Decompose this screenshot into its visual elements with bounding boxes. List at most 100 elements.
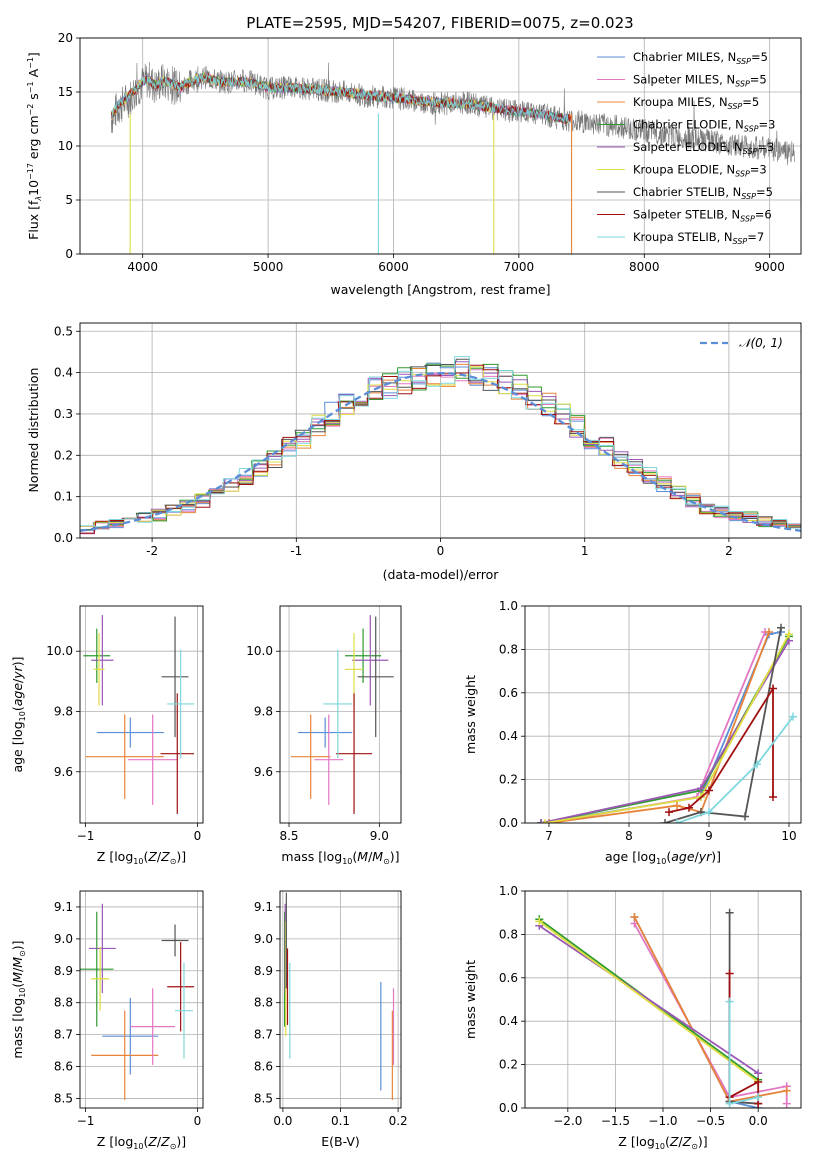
x-axis-label: Z [log10(Z/Z⊙)]: [618, 1134, 707, 1151]
weight-marker: [782, 1086, 791, 1095]
tick-label-y: 10: [58, 139, 73, 153]
legend-entry: Chabrier MILES, NSSP=5: [633, 50, 768, 66]
tick-label-y: 0.2: [499, 773, 518, 787]
y-axis-label: age [log10(age/yr)]: [10, 656, 27, 772]
errorbar-point: [345, 628, 382, 683]
tick-label-y: 9.1: [254, 900, 273, 914]
axes-frame: [524, 890, 802, 1109]
weight-marker: [697, 784, 705, 793]
errorbar-point: [167, 649, 195, 759]
tick-label-y: 8.7: [254, 1028, 273, 1042]
weight-line: [728, 973, 760, 1104]
axes-mass_vs_ebv: 0.0 0.1 0.2 8.5 8.6 8.7 8.8 8.9 9.0 9.1 E(B-V): [254, 890, 408, 1149]
tick-label-x: 0.2: [389, 1114, 408, 1128]
weight-line: [538, 924, 759, 1075]
tick-label-y: 0.3: [54, 407, 73, 421]
y-axis-label: mass weight: [463, 960, 478, 1039]
tick-label-x: −1: [77, 1114, 95, 1128]
tick-label-x: 0.0: [749, 1114, 768, 1128]
y-axis-label: Normed distribution: [26, 368, 41, 493]
gaussian-curve: [80, 371, 801, 532]
histogram-plot-area: [80, 356, 801, 535]
weight-marker: [541, 819, 549, 823]
tick-label-y: 0.4: [54, 366, 73, 380]
tick-label-y: 0.6: [499, 686, 518, 700]
tick-label-x: 8.5: [279, 829, 298, 843]
tick-label-y: 1.0: [499, 599, 518, 613]
tick-label-y: 10.0: [246, 644, 273, 658]
tick-label-x: −2.0: [553, 1114, 582, 1128]
weight-line: [676, 716, 794, 823]
weight-marker: [725, 969, 734, 978]
tick-label-y: 8.6: [254, 1060, 273, 1074]
axes-mass_vs_Z: −1 0 8.5 8.6 8.7 8.8 8.9 9.0 9.1 Z [log10(Z/Z⊙)] m…: [10, 890, 204, 1151]
tick-label-y: 0.2: [54, 448, 73, 462]
tick-label-x: −1.5: [601, 1114, 630, 1128]
errorbar-point: [357, 616, 394, 738]
weight-marker: [789, 712, 797, 721]
weight-marker: [725, 997, 734, 1006]
tick-label-y: 8.7: [54, 1028, 73, 1042]
tick-label-x: 7: [545, 829, 553, 843]
tick-label-y: 0.0: [54, 531, 73, 545]
tick-label-x: 1: [581, 544, 589, 558]
errorbar-point: [167, 942, 195, 1032]
legend-entry: Salpeter STELIB, NSSP=6: [633, 208, 772, 224]
errorbar-point: [91, 1010, 159, 1101]
legend-entry: Salpeter MILES, NSSP=5: [633, 73, 767, 89]
weight-line: [728, 912, 759, 1105]
tick-label-y: 5: [65, 193, 73, 207]
tick-label-y: 0.2: [499, 1058, 518, 1072]
errorbar-point: [335, 693, 373, 814]
errorbar-point: [88, 903, 116, 994]
tick-label-y: 8.8: [54, 996, 73, 1010]
tick-label-y: 8.9: [54, 964, 73, 978]
tick-label-y: 9.0: [54, 932, 73, 946]
axes-frame: [524, 605, 802, 824]
tick-label-y: 9.6: [254, 765, 273, 779]
weight-marker: [537, 819, 545, 823]
weight-marker: [535, 917, 544, 926]
errorbar-point: [93, 633, 105, 706]
weight-marker: [630, 913, 639, 922]
weight-marker: [785, 630, 793, 639]
weight-marker: [754, 1069, 763, 1078]
axes-frame: [79, 890, 204, 1109]
tick-label-x: 8: [625, 829, 633, 843]
x-axis-label: wavelength [Angstrom, rest frame]: [330, 282, 550, 297]
tick-label-x: 0: [437, 544, 445, 558]
weight-marker: [725, 908, 734, 917]
axes-residuals: -2 -1 0 1 2 0.0 0.1 0.2 0.3 0.4 0.5 𝒩(0, 1) (data-mo…: [26, 322, 802, 582]
errorbar-point: [102, 997, 159, 1075]
legend-entry: Kroupa MILES, NSSP=5: [633, 95, 759, 111]
tick-label-y: 0.0: [499, 1101, 518, 1115]
tick-label-y: 8.9: [254, 964, 273, 978]
weight-line: [540, 631, 782, 823]
tick-label-y: 20: [58, 31, 73, 45]
tick-label-x: 10: [781, 829, 796, 843]
weight-marker: [673, 819, 681, 823]
weight-marker: [685, 803, 693, 812]
weight-marker: [705, 808, 713, 817]
errorbar-point: [80, 911, 114, 1027]
weight-marker: [665, 808, 673, 817]
tick-label-x: 5000: [253, 260, 284, 274]
errorbar-point: [175, 962, 193, 1059]
weight-line: [664, 627, 782, 823]
tick-label-x: 0: [194, 829, 202, 843]
weight-marker: [754, 1093, 763, 1102]
tick-label-y: 0: [65, 247, 73, 261]
legend-entry: Kroupa ELODIE, NSSP=3: [633, 163, 767, 179]
axes-frame: [79, 605, 204, 824]
tick-label-y: 0.6: [499, 971, 518, 985]
spectrum-plot-area: [110, 62, 795, 254]
tick-label-y: 8.8: [254, 996, 273, 1010]
x-axis-label: Z [log10(Z/Z⊙)]: [97, 1134, 186, 1151]
weight-plot-area: [535, 908, 791, 1108]
tick-label-x: 9: [705, 829, 713, 843]
tick-label-y: 9.8: [254, 704, 273, 718]
legend-entry: Salpeter ELODIE, NSSP=3: [633, 140, 774, 156]
histogram-step: [81, 358, 801, 531]
errorbar-point: [352, 615, 389, 706]
